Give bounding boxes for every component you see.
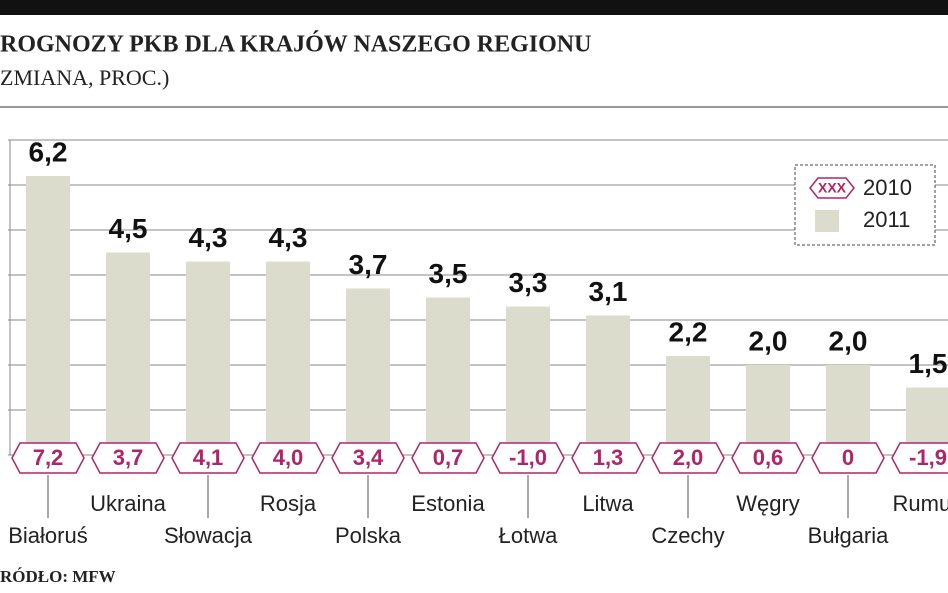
- x-tick-label: Rumun: [893, 491, 948, 516]
- bar: [506, 306, 550, 455]
- x-tick-label: Ukraina: [90, 491, 167, 516]
- bar-value-label: 2,0: [749, 325, 788, 356]
- badge-2010-label: 0: [842, 445, 854, 470]
- badge-2010-label: -1,0: [509, 445, 547, 470]
- bar: [586, 315, 630, 455]
- x-tick-label: Bułgaria: [808, 523, 889, 548]
- badge-2010-label: 2,0: [673, 445, 704, 470]
- x-tick-label: Słowacja: [164, 523, 253, 548]
- badge-2010-label: 7,2: [33, 445, 64, 470]
- badge-2010: [251, 442, 325, 474]
- badge-2010-label: 0,6: [753, 445, 784, 470]
- badge-2010: [11, 442, 85, 474]
- x-tick-label: Litwa: [582, 491, 634, 516]
- bar-value-label: 3,1: [589, 276, 628, 307]
- source: RÓDŁO: MFW: [0, 567, 116, 586]
- bar-value-label: 1,5: [909, 348, 948, 379]
- legend-marker-2011: [815, 210, 839, 232]
- badge-2010: [491, 442, 565, 474]
- bar-value-label: 2,0: [829, 325, 868, 356]
- bar: [186, 261, 230, 455]
- x-tick-label: Łotwa: [499, 523, 558, 548]
- chart-title: ROGNOZY PKB DLA KRAJÓW NASZEGO REGIONU: [0, 31, 591, 58]
- badge-2010-label: 3,4: [353, 445, 384, 470]
- bar: [106, 252, 150, 455]
- bar-value-label: 3,3: [509, 267, 548, 298]
- badge-2010: [891, 442, 948, 474]
- badge-2010: [651, 442, 725, 474]
- bar-value-label: 6,2: [29, 136, 68, 167]
- legend-label: 2011: [863, 207, 910, 232]
- badge-2010-label: 3,7: [113, 445, 144, 470]
- legend-marker-2010: [809, 177, 855, 199]
- legend-label: 2010: [863, 175, 912, 200]
- x-tick-label: Czechy: [651, 523, 724, 548]
- badge-2010-label: 4,0: [273, 445, 304, 470]
- badge-2010-label: 4,1: [193, 445, 224, 470]
- x-tick-label: Węgry: [736, 491, 800, 516]
- bar: [426, 297, 470, 455]
- bar: [666, 356, 710, 455]
- bar-value-label: 3,5: [429, 258, 468, 289]
- badge-2010-label: 0,7: [433, 445, 464, 470]
- badge-2010: [331, 442, 405, 474]
- legend-marker-text: XXX: [818, 180, 847, 196]
- badge-2010-label: 1,3: [593, 445, 624, 470]
- x-tick-label: Rosja: [260, 491, 317, 516]
- bar: [346, 288, 390, 455]
- bar: [26, 176, 70, 455]
- badge-2010: [171, 442, 245, 474]
- top-band: [0, 0, 948, 15]
- bar-value-label: 4,5: [109, 213, 148, 244]
- x-tick-label: Polska: [335, 523, 402, 548]
- badge-2010: [571, 442, 645, 474]
- x-tick-label: Estonia: [411, 491, 485, 516]
- bar: [266, 261, 310, 455]
- badge-2010-label: -1,9: [909, 445, 947, 470]
- badge-2010: [411, 442, 485, 474]
- bar: [746, 365, 790, 455]
- badge-2010: [731, 442, 805, 474]
- bar-value-label: 3,7: [349, 249, 388, 280]
- bar-value-label: 2,2: [669, 316, 708, 347]
- badge-2010: [811, 442, 885, 474]
- bar: [826, 365, 870, 455]
- chart-subtitle: ZMIANA, PROC.): [0, 65, 169, 90]
- badge-2010: [91, 442, 165, 474]
- bar-value-label: 4,3: [189, 222, 228, 253]
- bar-value-label: 4,3: [269, 222, 308, 253]
- x-tick-label: Białoruś: [8, 523, 87, 548]
